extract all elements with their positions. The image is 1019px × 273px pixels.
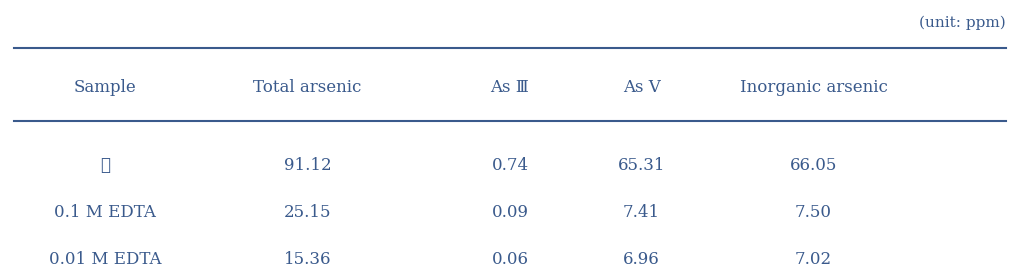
Text: Total arsenic: Total arsenic bbox=[254, 79, 362, 96]
Text: 65.31: 65.31 bbox=[618, 157, 664, 174]
Text: As Ⅴ: As Ⅴ bbox=[622, 79, 659, 96]
Text: 25.15: 25.15 bbox=[283, 204, 331, 221]
Text: 톳: 톳 bbox=[100, 157, 110, 174]
Text: As Ⅲ: As Ⅲ bbox=[490, 79, 529, 96]
Text: 15.36: 15.36 bbox=[283, 251, 331, 268]
Text: 0.06: 0.06 bbox=[491, 251, 528, 268]
Text: Sample: Sample bbox=[74, 79, 137, 96]
Text: 0.01 M EDTA: 0.01 M EDTA bbox=[49, 251, 161, 268]
Text: 7.41: 7.41 bbox=[623, 204, 659, 221]
Text: 66.05: 66.05 bbox=[789, 157, 837, 174]
Text: 0.09: 0.09 bbox=[491, 204, 528, 221]
Text: 91.12: 91.12 bbox=[283, 157, 331, 174]
Text: 6.96: 6.96 bbox=[623, 251, 659, 268]
Text: 0.1 M EDTA: 0.1 M EDTA bbox=[54, 204, 156, 221]
Text: 7.02: 7.02 bbox=[794, 251, 832, 268]
Text: 7.50: 7.50 bbox=[794, 204, 832, 221]
Text: 0.74: 0.74 bbox=[491, 157, 528, 174]
Text: (unit: ppm): (unit: ppm) bbox=[918, 15, 1005, 29]
Text: Inorganic arsenic: Inorganic arsenic bbox=[739, 79, 887, 96]
